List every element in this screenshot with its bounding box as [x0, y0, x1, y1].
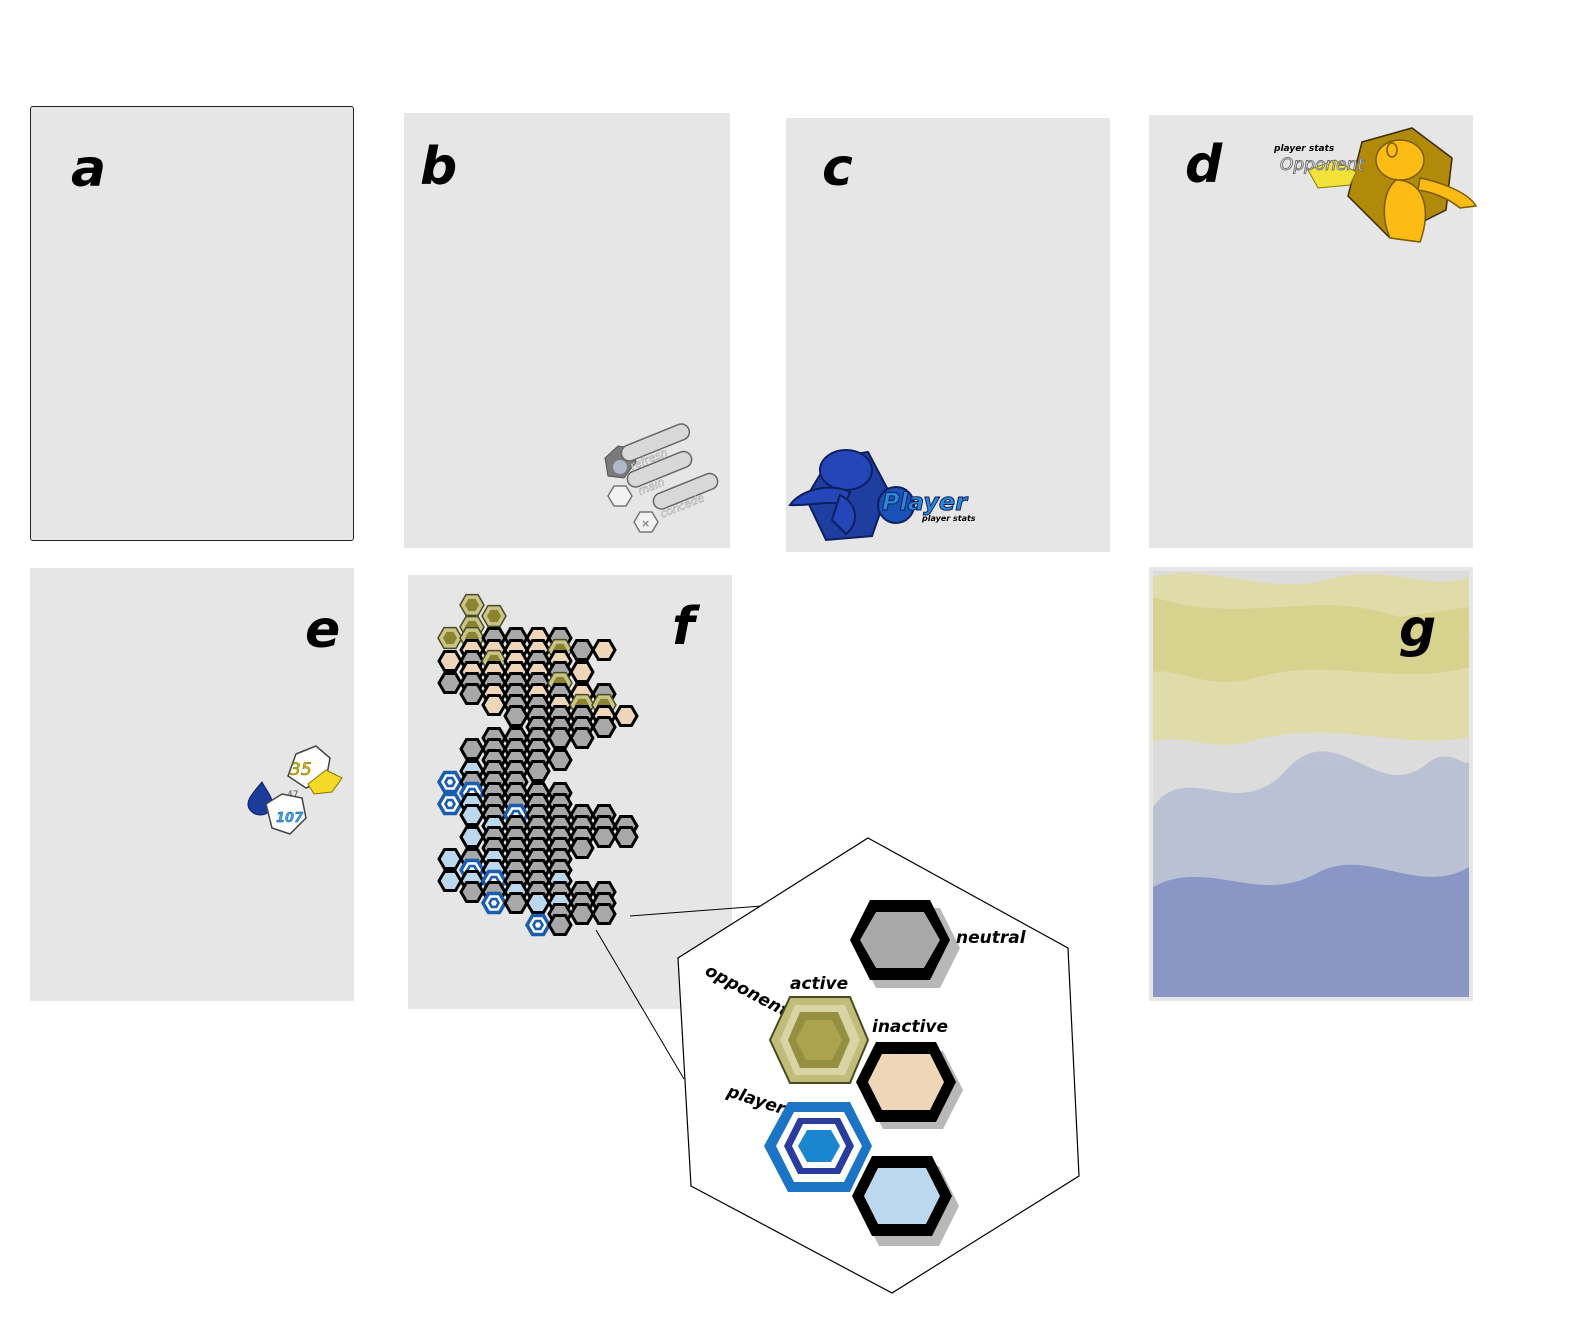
opponent-stats: player stats Opponent — [1273, 127, 1478, 243]
hex-tile-neutral[interactable] — [525, 760, 551, 782]
legend: neutral active opponent inactive player — [677, 837, 1080, 1294]
hex-tile-opponent-inactive[interactable] — [591, 639, 617, 661]
panel-a: a — [30, 106, 354, 541]
hex-tile-ring — [447, 779, 453, 785]
player-subtitle: player stats — [921, 514, 976, 523]
panel-b: b — [404, 113, 730, 548]
hex-tile-neutral[interactable] — [569, 903, 595, 925]
legend-inactive-label: inactive — [872, 1017, 948, 1037]
hex-tile-neutral[interactable] — [591, 716, 617, 738]
hex-tile-core — [487, 609, 501, 623]
hex-tile-ring — [491, 900, 497, 906]
hex-tile-neutral[interactable] — [547, 914, 573, 936]
panel-label-f: f — [672, 597, 695, 657]
panel-label-g: g — [1399, 599, 1437, 659]
panel-label-b: b — [420, 137, 458, 197]
panel-label-d: d — [1185, 135, 1223, 195]
hex-tile-neutral[interactable] — [613, 826, 639, 848]
hex-tile-neutral[interactable] — [569, 837, 595, 859]
hex-tile-neutral[interactable] — [591, 903, 617, 925]
panel-label-a: a — [71, 139, 107, 199]
legend-opponent-inactive-hex — [856, 1042, 963, 1129]
hex-tile-neutral[interactable] — [547, 749, 573, 771]
hex-tile-player-inactive[interactable] — [525, 892, 551, 914]
wave-background — [1153, 571, 1469, 997]
hex-tile-neutral[interactable] — [459, 881, 485, 903]
resource-counters: 35 47 107 — [247, 745, 343, 835]
legend-neutral-hex — [850, 900, 960, 988]
hex-tile-ring — [535, 922, 541, 928]
svg-text:×: × — [641, 517, 650, 530]
hex-tile-core — [443, 631, 457, 645]
hex-tile-core — [465, 598, 479, 612]
resource-value: 107 — [276, 811, 304, 826]
hex-tile-neutral[interactable] — [503, 705, 529, 727]
hex-tile-player-inactive[interactable] — [459, 804, 485, 826]
hex-tile-neutral[interactable] — [591, 826, 617, 848]
hex-tile-player-inactive[interactable] — [459, 826, 485, 848]
home-icon[interactable] — [607, 485, 633, 507]
hex-tile-neutral[interactable] — [569, 639, 595, 661]
legend-neutral-label: neutral — [956, 928, 1027, 948]
panel-label-e: e — [305, 600, 341, 660]
hex-tile-opponent-inactive[interactable] — [437, 650, 463, 672]
hex-tile-ring — [447, 801, 453, 807]
hex-board — [437, 593, 639, 937]
panel-label-c: c — [822, 138, 853, 198]
avatar-icon — [1375, 139, 1478, 243]
score-value: 35 — [290, 760, 312, 780]
opponent-subtitle: player stats — [1273, 144, 1335, 154]
player-title: Player — [882, 488, 969, 516]
hex-tile-neutral[interactable] — [459, 738, 485, 760]
avatar-icon — [788, 449, 915, 536]
hex-tile-neutral[interactable] — [437, 672, 463, 694]
legend-player-inactive-hex — [852, 1156, 959, 1246]
hex-tile-neutral[interactable] — [569, 727, 595, 749]
player-stats: Player player stats — [788, 449, 976, 542]
hex-tile-opponent-inactive[interactable] — [481, 694, 507, 716]
count-value: 47 — [287, 790, 298, 800]
hex-tile-neutral[interactable] — [459, 683, 485, 705]
hex-tile-player-inactive[interactable] — [437, 848, 463, 870]
hex-tile-opponent-inactive[interactable] — [569, 661, 595, 683]
hex-tile-player-inactive[interactable] — [437, 870, 463, 892]
hex-tile-neutral[interactable] — [547, 727, 573, 749]
hex-tile-neutral[interactable] — [503, 892, 529, 914]
close-icon[interactable] — [633, 511, 659, 533]
hex-tile-opponent-inactive[interactable] — [613, 705, 639, 727]
panel-g: g — [1149, 567, 1473, 1001]
legend-opponent-active-hex — [768, 996, 870, 1084]
opponent-title: Opponent — [1280, 155, 1365, 175]
legend-player-active-hex — [764, 1102, 872, 1192]
legend-active-label: active — [790, 974, 848, 994]
menu-buttons: refresh main × concede — [604, 423, 719, 533]
